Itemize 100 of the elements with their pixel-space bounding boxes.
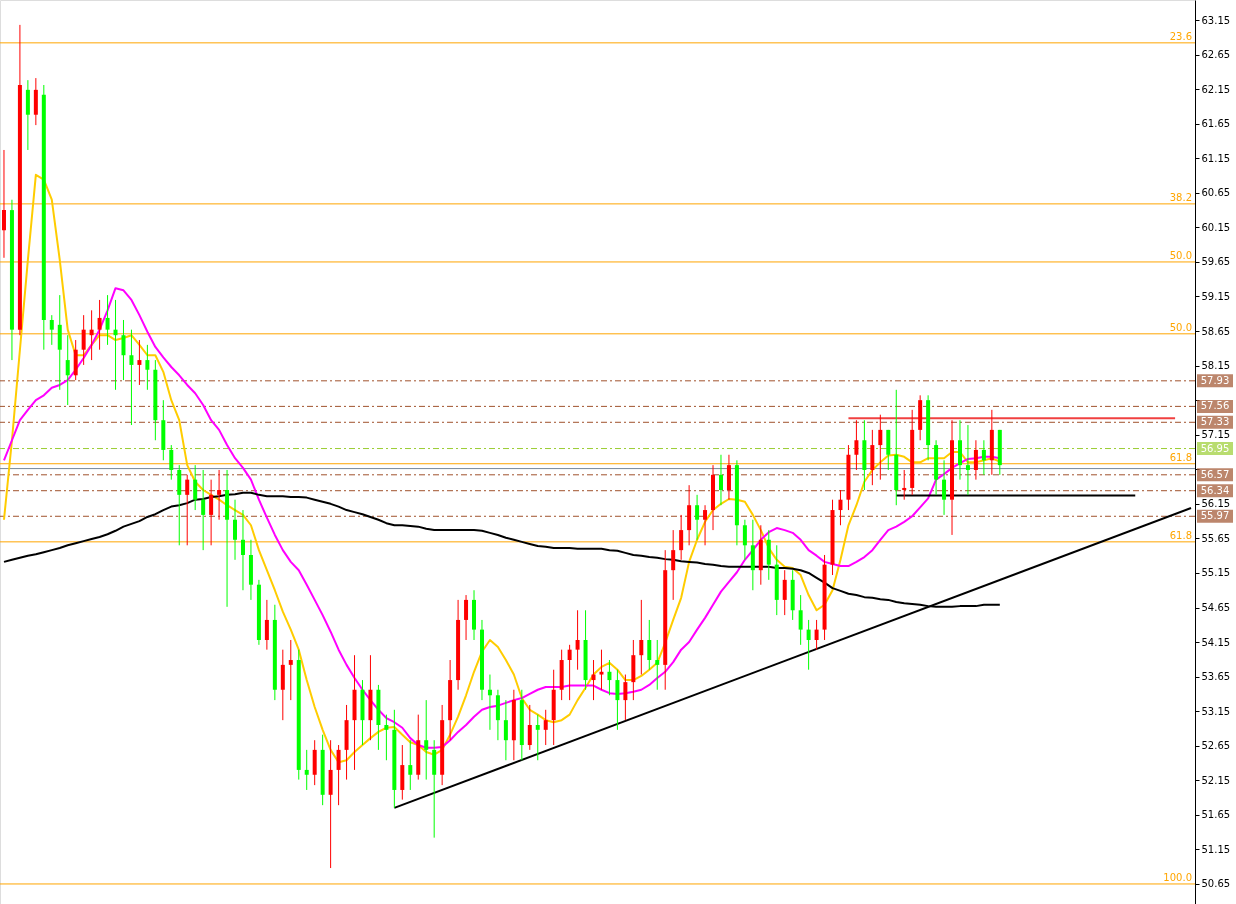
candlestick: [782, 569, 787, 616]
candlestick: [671, 529, 676, 601]
candlestick: [464, 594, 469, 641]
y-tick-label: 51.65: [1201, 809, 1231, 821]
candlestick: [201, 469, 206, 551]
y-tick-label: 58.65: [1201, 325, 1231, 337]
y-tick-label: 62.15: [1201, 83, 1231, 95]
y-tick-label: 54.15: [1201, 636, 1231, 648]
candlestick: [105, 294, 110, 346]
y-tick-label: 57.15: [1201, 429, 1231, 441]
candlestick: [487, 674, 492, 731]
annotation: 61.8: [1169, 529, 1192, 541]
candlestick: [304, 749, 309, 791]
candlestick: [527, 704, 532, 751]
candlestick: [543, 709, 548, 746]
candlestick: [679, 514, 684, 561]
annotation: 50.0: [1169, 249, 1192, 261]
candlestick: [233, 499, 238, 561]
y-tick-label: 59.65: [1201, 256, 1231, 268]
candlestick: [798, 594, 803, 646]
y-tick-label: 53.65: [1201, 671, 1231, 683]
y-tick-label: 52.15: [1201, 774, 1231, 786]
candlestick: [647, 619, 652, 671]
y-tick-label: 62.65: [1201, 49, 1231, 61]
y-tick-label: 58.15: [1201, 360, 1231, 372]
candlestick: [942, 459, 947, 516]
y-tick-label: 61.15: [1201, 152, 1231, 164]
candlestick: [97, 299, 102, 351]
candlestick: [607, 659, 612, 696]
candlestick: [408, 739, 413, 791]
y-tick-label: 54.65: [1201, 602, 1231, 613]
annotation: 38.2: [1169, 191, 1192, 203]
candlestick: [89, 309, 94, 361]
y-tick-label: 55.65: [1201, 532, 1231, 544]
candlestick: [854, 419, 859, 471]
y-tick-label: 63.15: [1201, 14, 1231, 26]
y-tick-label: 55.15: [1201, 567, 1231, 579]
y-tick-label: 52.65: [1201, 740, 1231, 752]
candlestick: [965, 424, 970, 496]
y-tick-label: 61.65: [1201, 118, 1231, 130]
candlestick: [695, 494, 700, 541]
candlestick: [1, 149, 6, 259]
candlestick: [113, 299, 118, 391]
candlestick: [169, 444, 174, 481]
candlestick: [49, 314, 54, 346]
candlestick: [623, 674, 628, 721]
ref-line-label: 57.93: [1200, 374, 1230, 386]
annotation: 61.8: [1169, 451, 1192, 463]
y-tick-label: 50.65: [1201, 878, 1231, 890]
candlestick: [209, 479, 214, 546]
candlestick: [718, 454, 723, 506]
candlestick: [185, 474, 190, 546]
candlestick: [264, 599, 269, 651]
candlestick: [615, 669, 620, 731]
y-tick-label: 60.65: [1201, 187, 1231, 199]
candlestick: [65, 334, 70, 406]
candlestick: [806, 619, 811, 671]
ref-line-label: 55.97: [1200, 510, 1230, 522]
y-tick-label: 53.15: [1201, 705, 1231, 717]
candlestick: [567, 644, 572, 701]
candlestick: [336, 744, 341, 806]
line-series: [2, 287, 1001, 749]
ref-line-label: 56.34: [1200, 484, 1230, 496]
candlestick: [838, 489, 843, 526]
candlestick: [535, 714, 540, 761]
candlestick: [240, 509, 245, 591]
ref-line-label: 56.57: [1200, 468, 1230, 480]
candlestick: [703, 504, 708, 546]
candlestick: [981, 439, 986, 476]
candlestick: [288, 639, 293, 701]
y-tick-label: 56.15: [1201, 498, 1231, 510]
ref-line-label: 57.56: [1200, 400, 1230, 412]
candlestick: [145, 344, 150, 391]
candlestick: [902, 469, 907, 501]
y-tick-label: 59.15: [1201, 291, 1231, 302]
y-tick-label: 60.15: [1201, 221, 1231, 233]
ref-line-label: 56.95: [1200, 442, 1230, 454]
annotation: 100.0: [1163, 871, 1192, 883]
candlestick: [742, 519, 747, 561]
candlestick: [655, 639, 660, 691]
y-tick-label: 51.15: [1201, 843, 1231, 855]
candlestick: [575, 609, 580, 671]
candlestick: [129, 329, 134, 426]
candlestick: [599, 649, 604, 691]
candlestick: [121, 319, 126, 381]
candlestick: [503, 699, 508, 761]
candlestick: [384, 714, 389, 761]
ref-line-label: 57.33: [1200, 416, 1230, 428]
candlestick: [193, 464, 198, 511]
annotation: 50.0: [1169, 321, 1192, 333]
candlestick: [814, 619, 819, 651]
candlestick: [973, 439, 978, 481]
candlestick: [137, 339, 142, 386]
annotation: 23.6: [1169, 30, 1192, 42]
candlestick: [639, 599, 644, 676]
candlestick: [878, 414, 883, 481]
candlestick: [591, 659, 596, 701]
candlestick: [81, 314, 86, 366]
candlestick: [424, 699, 429, 781]
candlestick: [217, 469, 222, 521]
